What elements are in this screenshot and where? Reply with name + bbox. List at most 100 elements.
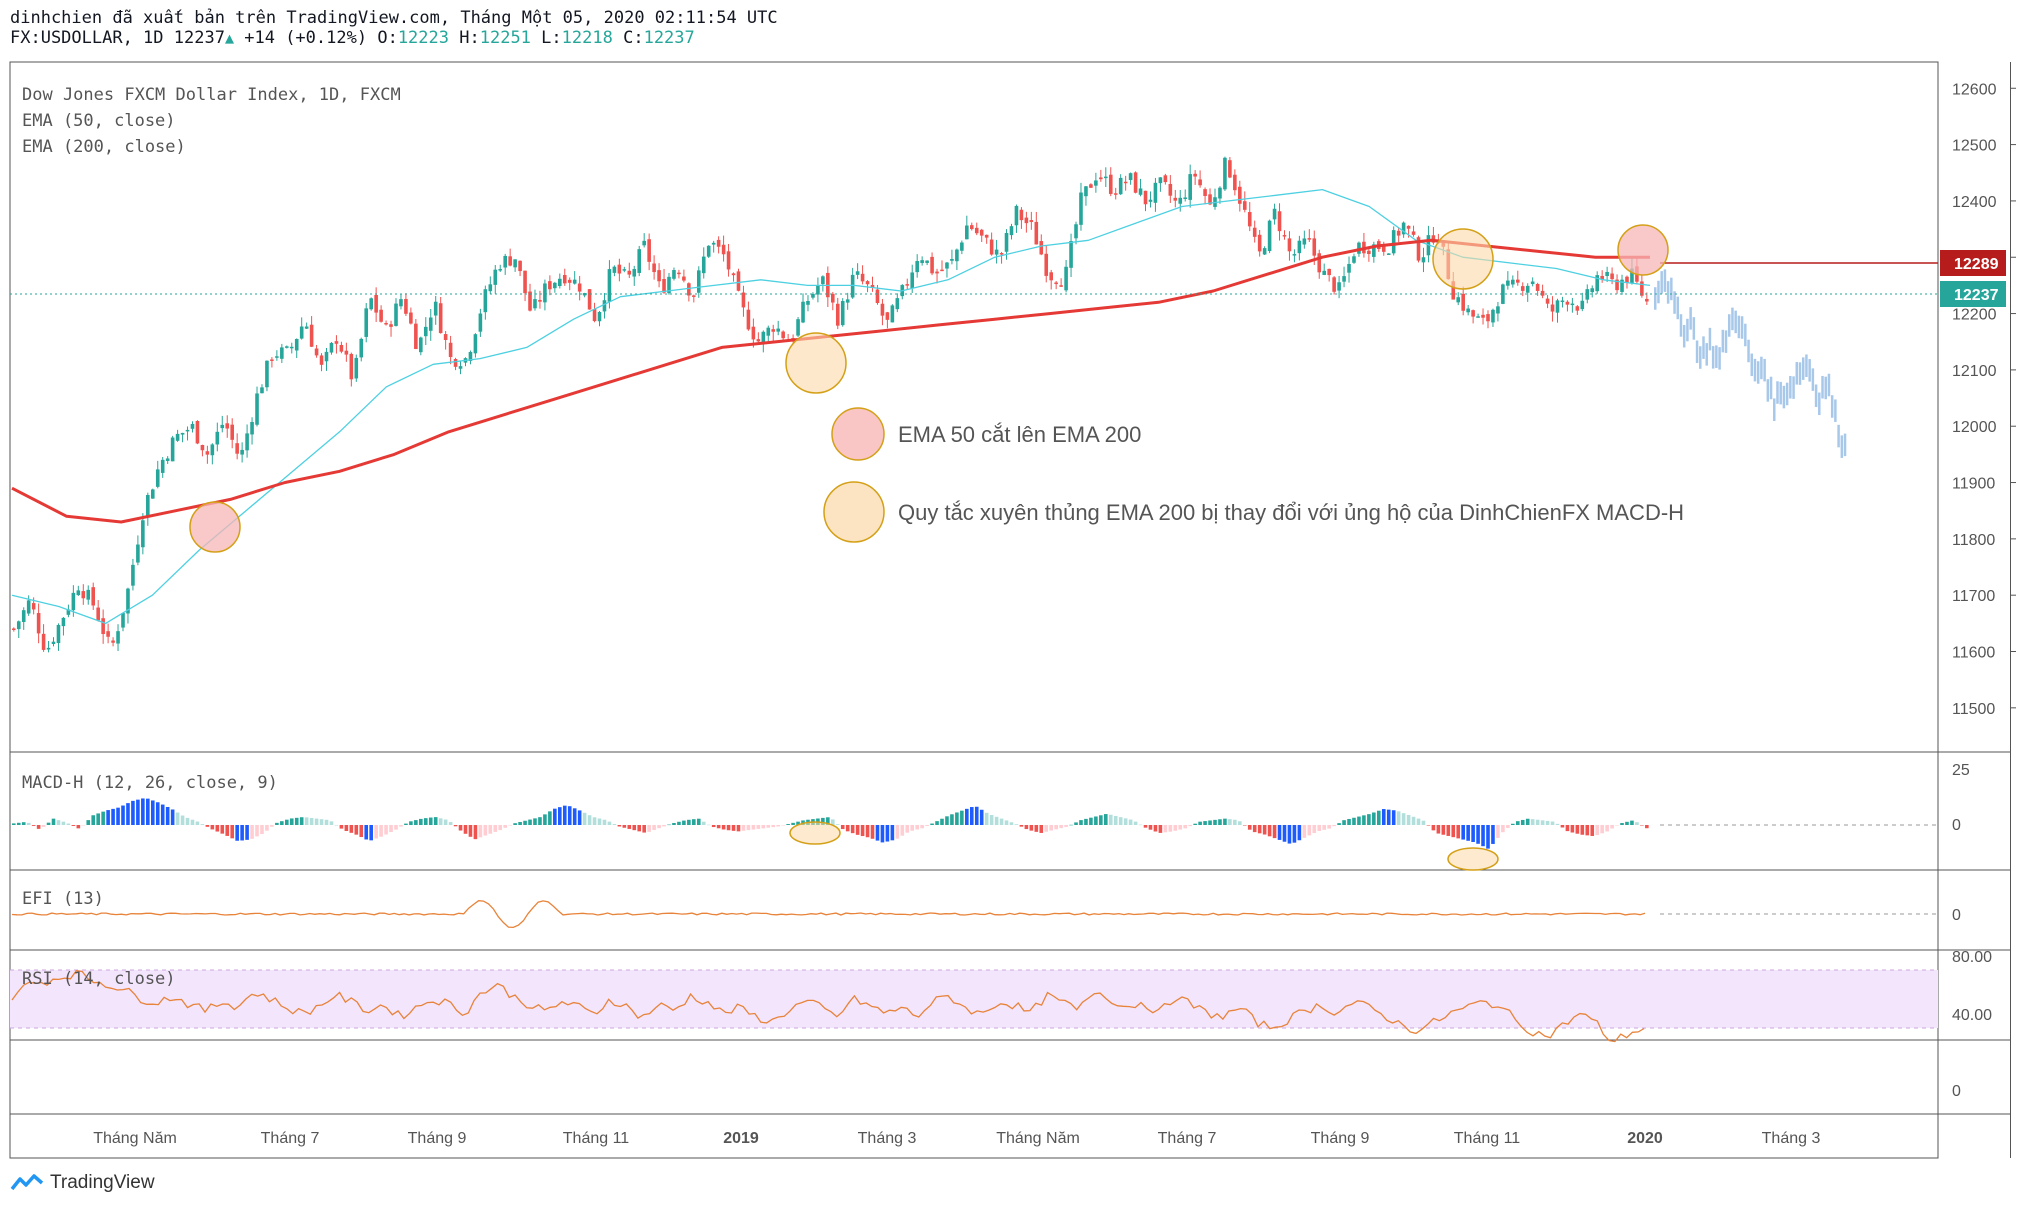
time-axis[interactable]: Tháng Năm Tháng 7 Tháng 9 Tháng 11 2019 Tháng… [93,1130,1820,1147]
candle-body [240,449,244,455]
macd-bar [1228,819,1232,825]
candle-body [423,326,428,337]
macd-bar [796,821,800,825]
candle-body [56,624,61,644]
candle-body [1228,160,1232,178]
macd-bar [294,817,299,825]
candle-body [1188,174,1192,200]
candle-body [1223,157,1227,190]
candle-body [1560,300,1565,303]
macd-bar [1223,818,1227,825]
macd-bar [562,805,567,825]
forecast-bar [1798,362,1802,385]
candle-body [354,357,359,379]
price-tick-label: 12600 [1952,81,1997,98]
macd-bar [423,818,428,825]
macd-bar [285,819,289,825]
macd-bar [1580,825,1585,835]
macd-bar [1208,820,1212,825]
candle-body [657,270,661,282]
forecast-bar [1711,346,1715,369]
candle-body [359,338,364,358]
macd-bar [493,825,498,832]
candle-body [1381,246,1386,252]
rsi-line [11,970,1645,1043]
cross-marker-1 [189,501,241,553]
macd-bar [141,798,145,825]
time-tick-label: Tháng Năm [996,1130,1080,1147]
macd-bar [721,825,726,830]
forecast-bar [1663,269,1667,292]
macd-bar [1247,825,1252,830]
forecast-bar [1811,368,1815,391]
macd-bar [1213,819,1217,825]
macd-bar [1515,821,1520,825]
macd-bar [36,825,41,829]
macd-bar [642,825,646,833]
macd-bar [1034,825,1039,832]
macd-bar [979,809,984,825]
macd-bar [349,825,354,833]
candle-body [389,324,393,327]
forecast-bar [1756,361,1760,384]
candle-body [1525,285,1530,293]
time-tick-label: Tháng 3 [858,1130,917,1147]
candle-body [553,282,557,289]
tradingview-brand[interactable]: TradingView [10,1172,155,1194]
symbol-label[interactable]: FX:USDOLLAR, 1D [10,28,164,48]
time-tick-label: Tháng 9 [1311,1130,1370,1147]
macd-bar [553,808,557,825]
forecast-bar [1689,307,1692,330]
macd-bar [319,819,324,825]
rsi-label: RSI (14, close) [22,969,176,989]
candle-body [865,281,870,285]
macd-bar [448,822,453,825]
forecast-bar [1837,424,1840,448]
candle-body [1143,190,1148,205]
up-triangle-icon: ▲ [224,29,234,47]
candle-body [319,355,324,365]
candle-body [106,631,110,637]
macd-bar [126,803,130,825]
macd-bar [230,825,234,839]
candle-body [428,317,433,331]
candle-body [965,225,969,240]
price-tick-label: 12500 [1952,138,1997,155]
candle-body [165,458,170,461]
macd-bar [731,825,736,831]
macd-bar [1530,819,1535,825]
macd-bar [597,818,602,825]
macd-bar [185,817,190,825]
forecast-bar [1808,359,1811,382]
macd-bar [1173,825,1178,831]
rsi-polyline [11,970,1645,1043]
macd-bar [1327,825,1331,829]
macd-bar [1163,825,1168,833]
macd-bar [101,811,105,825]
candle-body [215,431,220,445]
candle-body [870,285,875,288]
macd-bar [498,825,503,831]
forecast-bar [1731,307,1734,331]
candle-body [1451,281,1456,300]
price-axis[interactable]: 1260012500124001230012200121001200011900… [1952,81,2016,718]
macd-bar [692,819,696,825]
badge-red: 12289 [1954,256,1999,273]
candle-body [473,334,478,354]
macd-bar [121,805,125,825]
macd-bar [1372,812,1376,825]
macd-bar [632,825,637,831]
candle-body [86,589,91,600]
macd-bar [16,822,21,825]
macd-bar [865,825,870,838]
candle-body [945,262,949,269]
macd-bar [1029,825,1034,831]
forecast-bar [1699,346,1702,369]
candle-body [1178,197,1183,204]
candle-body [771,329,776,332]
candle-body [1372,244,1376,257]
macd-bar [1218,819,1222,825]
candle-body [726,251,731,270]
candle-body [150,489,155,499]
